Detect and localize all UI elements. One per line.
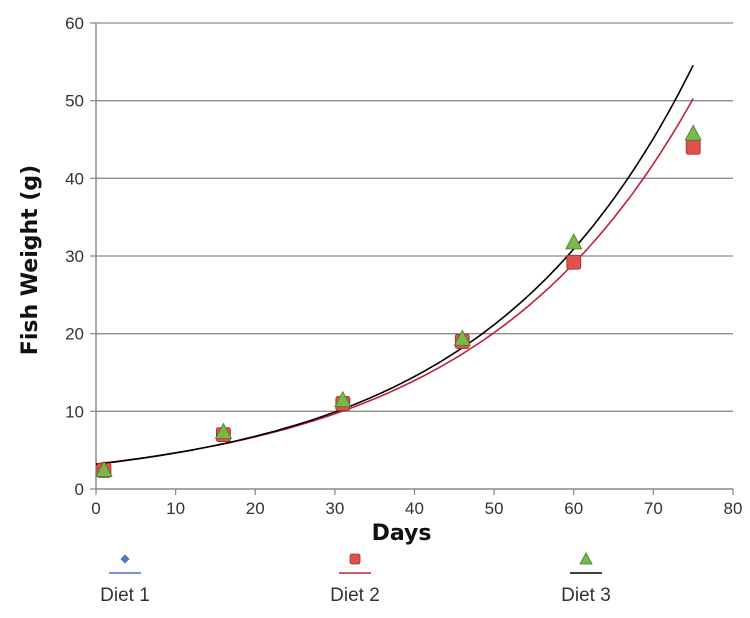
data-point-diet-3 <box>565 233 583 250</box>
data-point-diet-3 <box>453 329 471 346</box>
x-tick-label: 30 <box>325 499 344 518</box>
trend-line-diet-3 <box>95 64 694 466</box>
x-tick-label: 60 <box>564 499 583 518</box>
legend-label-diet-3: Diet 3 <box>561 585 611 606</box>
data-point-diet-3 <box>95 460 113 477</box>
x-tick-label: 20 <box>246 499 265 518</box>
y-tick-label: 10 <box>65 402 84 421</box>
y-tick-label: 40 <box>65 169 84 188</box>
x-tick-label: 50 <box>485 499 504 518</box>
x-tick-label: 40 <box>405 499 424 518</box>
legend-marker-diet-3 <box>579 552 593 565</box>
y-tick-labels: 0 10 20 30 40 50 60 <box>65 14 84 499</box>
x-tick-label: 70 <box>644 499 663 518</box>
x-axis-title: Days <box>372 521 432 546</box>
x-tick-label: 80 <box>724 499 743 518</box>
legend-marker-diet-2 <box>349 553 361 565</box>
gridlines <box>90 22 734 495</box>
x-tick-label: 10 <box>166 499 185 518</box>
y-tick-label: 60 <box>65 14 84 33</box>
legend: Diet 1 Diet 2 Diet 3 <box>100 552 611 606</box>
data-markers <box>95 124 702 478</box>
x-tick-labels: 0 10 20 30 40 50 60 70 80 <box>91 499 742 518</box>
data-point-diet-3 <box>334 390 352 408</box>
data-point-diet-2 <box>566 254 582 270</box>
legend-marker-diet-1 <box>120 554 130 564</box>
data-point-diet-2 <box>685 139 701 155</box>
y-tick-label: 20 <box>65 325 84 344</box>
axes <box>95 23 733 490</box>
trend-lines <box>95 64 694 466</box>
data-point-diet-3 <box>214 422 233 439</box>
y-tick-label: 50 <box>65 92 84 111</box>
trend-line-diet-2 <box>95 98 694 465</box>
legend-label-diet-1: Diet 1 <box>100 585 150 606</box>
y-axis-title: Fish Weight (g) <box>18 165 43 355</box>
y-tick-label: 30 <box>65 247 84 266</box>
legend-label-diet-2: Diet 2 <box>330 585 380 606</box>
data-point-diet-3 <box>684 124 702 141</box>
y-tick-label: 0 <box>75 480 84 499</box>
x-tick-label: 0 <box>91 499 100 518</box>
